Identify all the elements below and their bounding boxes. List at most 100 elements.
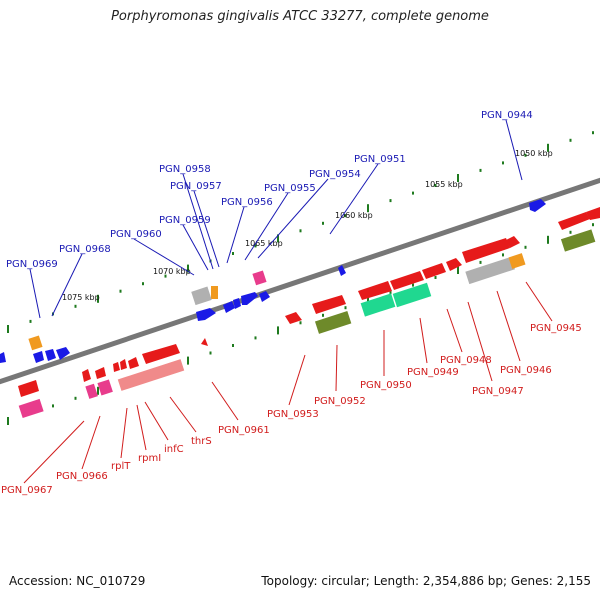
leader-pgn-0968 — [51, 253, 83, 317]
leader-pgn-0952 — [335, 344, 338, 392]
genome-backbone — [0, 177, 600, 385]
leader-pgn-0966 — [81, 415, 101, 470]
label-pgn-0969[interactable]: PGN_0969 — [6, 259, 58, 270]
pink-feature-0966[interactable] — [97, 379, 113, 396]
leader-pgn-0967 — [23, 420, 85, 484]
leader-pgn-0949 — [419, 317, 428, 364]
label-pgn-0950[interactable]: PGN_0950 — [360, 380, 412, 391]
gene-arrow-pgn-0966[interactable] — [95, 367, 106, 379]
label-pgn-0957[interactable]: PGN_0957 — [170, 181, 222, 192]
scale-label-1050: 1050 kbp — [515, 149, 553, 158]
gene-arrow-pgn-0947[interactable] — [462, 238, 510, 263]
label-pgn-0948[interactable]: PGN_0948 — [440, 355, 492, 366]
teal-feature-0950b[interactable] — [392, 282, 432, 308]
gene-arrow-pgn-0959[interactable] — [196, 308, 216, 321]
grey-feature-0946[interactable] — [465, 256, 515, 285]
label-pgn-0944[interactable]: PGN_0944 — [481, 110, 533, 121]
feature-pink-0956[interactable] — [252, 270, 267, 286]
rna-feature-0946[interactable] — [508, 253, 526, 269]
label-pgn-0947[interactable]: PGN_0947 — [472, 386, 524, 397]
green-feature-0952[interactable] — [314, 311, 352, 334]
label-pgn-0968[interactable]: PGN_0968 — [59, 244, 111, 255]
gene-arrow-pgn-0944r[interactable] — [586, 207, 600, 220]
pink-feature-0967b[interactable] — [18, 398, 44, 419]
leader-pgn-0960 — [133, 238, 195, 276]
topology-text: Topology: circular; Length: 2,354,886 bp… — [261, 574, 591, 588]
pink-feature-thrS[interactable] — [117, 359, 185, 391]
leader-infC — [144, 401, 169, 441]
scale-label-1075: 1075 kbp — [62, 293, 100, 302]
gene-arrow-pgn-0950a[interactable] — [390, 271, 424, 290]
leader-pgn-0953 — [288, 354, 306, 406]
gene-arrow-pgn-0947b[interactable] — [506, 236, 520, 248]
label-pgn-0949[interactable]: PGN_0949 — [407, 367, 459, 378]
forward-features — [0, 199, 546, 363]
label-pgn-0960[interactable]: PGN_0960 — [110, 229, 162, 240]
pink-feature-0967a[interactable] — [85, 383, 98, 399]
leader-pgn-0958 — [182, 173, 214, 270]
label-thrS[interactable]: thrS — [191, 436, 212, 447]
gene-arrow-pgn-0968a[interactable] — [45, 349, 56, 361]
rna-feature-pgn-0958[interactable] — [211, 286, 218, 299]
gene-arrow-pgn-0955[interactable] — [259, 291, 270, 302]
leader-pgn-0957 — [193, 190, 220, 268]
gene-arrow-pgn-0952[interactable] — [312, 295, 346, 314]
gene-arrow-rplT[interactable] — [113, 362, 120, 372]
label-pgn-0954[interactable]: PGN_0954 — [309, 169, 361, 180]
label-pgn-0951[interactable]: PGN_0951 — [354, 154, 406, 165]
gene-arrow-thrS[interactable] — [142, 344, 180, 364]
gene-arrow-pgn-0953[interactable] — [285, 312, 302, 324]
label-pgn-0953[interactable]: PGN_0953 — [267, 409, 319, 420]
scale-label-1065: 1065 kbp — [245, 239, 283, 248]
accession-text: Accession: NC_010729 — [9, 574, 146, 588]
gene-arrow-pgn-0969[interactable] — [33, 351, 44, 363]
label-pgn-0959[interactable]: PGN_0959 — [159, 215, 211, 226]
leader-pgn-0959 — [182, 224, 209, 271]
leader-pgn-0951 — [329, 163, 379, 235]
label-pgn-0966[interactable]: PGN_0966 — [56, 471, 108, 482]
scale-ticks — [7, 131, 594, 425]
gene-arrow-pgn-0967b[interactable] — [18, 380, 39, 397]
leader-pgn-0946 — [496, 290, 521, 362]
rna-feature-pgn-0969[interactable] — [28, 335, 43, 351]
rna-feature-pgn-0960[interactable] — [191, 286, 212, 306]
green-feature-0945[interactable] — [560, 229, 596, 252]
label-pgn-0956[interactable]: PGN_0956 — [221, 197, 273, 208]
gene-arrow-pgn-0944[interactable] — [529, 199, 546, 212]
gene-arrow-rpmI[interactable] — [120, 359, 127, 370]
leader-pgn-0969 — [29, 268, 41, 319]
leader-rplT — [120, 407, 128, 459]
leader-pgn-0948 — [446, 308, 463, 353]
gene-arrow-edge[interactable] — [0, 352, 6, 363]
label-pgn-0946[interactable]: PGN_0946 — [500, 365, 552, 376]
gene-arrow-pgn-0950b[interactable] — [358, 281, 392, 300]
gene-arrow-pgn-0968b[interactable] — [56, 347, 70, 360]
gene-arrow-pgn-0967a[interactable] — [82, 369, 91, 382]
leader-rpmI — [136, 404, 147, 451]
label-pgn-0955[interactable]: PGN_0955 — [264, 183, 316, 194]
gene-arrow-pgn-0951[interactable] — [338, 265, 346, 276]
gene-arrow-pgn-0949[interactable] — [422, 263, 446, 279]
label-rplT[interactable]: rplT — [111, 461, 131, 472]
leader-pgn-0947 — [467, 301, 493, 382]
gene-arrow-pgn-0945[interactable] — [558, 212, 590, 230]
gene-arrow-pgn-0948[interactable] — [446, 258, 462, 271]
teal-feature-0950a[interactable] — [360, 293, 396, 317]
gene-arrow-pgn-0954[interactable] — [241, 292, 258, 305]
scale-label-1055: 1055 kbp — [425, 180, 463, 189]
leader-pgn-0954 — [257, 178, 329, 259]
leader-pgn-0955 — [244, 192, 289, 261]
gene-arrow-pgn-0956[interactable] — [233, 298, 241, 309]
label-pgn-0961[interactable]: PGN_0961 — [218, 425, 270, 436]
label-rpmI[interactable]: rpmI — [138, 453, 161, 464]
leader-pgn-0961 — [211, 381, 239, 421]
gene-arrow-pgn-0957[interactable] — [223, 301, 235, 313]
label-pgn-0967[interactable]: PGN_0967 — [1, 485, 53, 496]
label-infC[interactable]: infC — [164, 444, 184, 455]
label-pgn-0952[interactable]: PGN_0952 — [314, 396, 366, 407]
gene-arrow-pgn-0961[interactable] — [201, 338, 208, 346]
gene-arrow-infC[interactable] — [128, 357, 139, 369]
label-pgn-0958[interactable]: PGN_0958 — [159, 164, 211, 175]
label-pgn-0945[interactable]: PGN_0945 — [530, 323, 582, 334]
